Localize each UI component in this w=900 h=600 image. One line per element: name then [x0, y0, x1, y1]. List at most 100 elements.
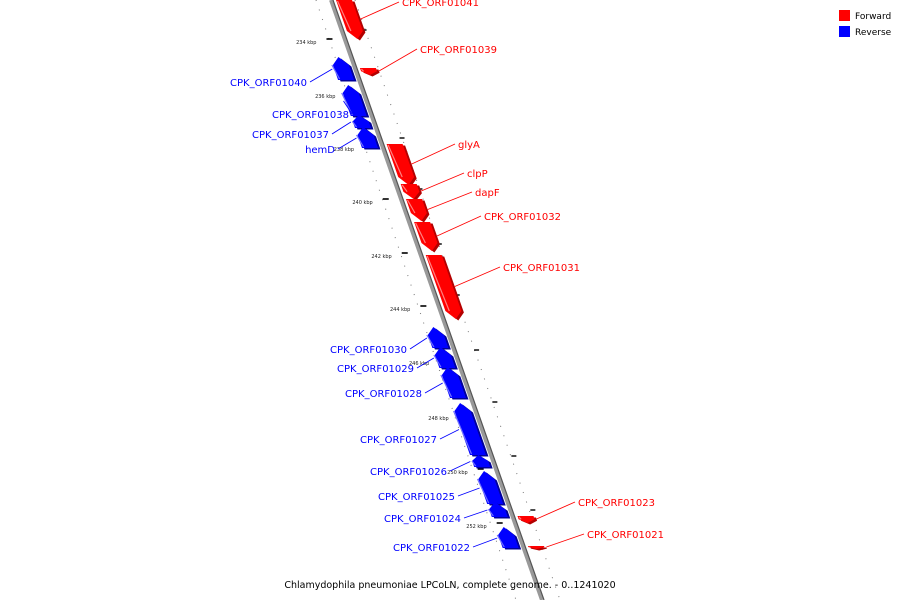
- leader-line: [416, 357, 435, 369]
- gene-label-cpk-orf01023[interactable]: CPK_ORF01023: [578, 498, 655, 509]
- leader-line: [454, 266, 501, 287]
- genome-caption: Chlamydophila pneumoniae LPCoLN, complet…: [284, 580, 615, 591]
- leader-line: [421, 172, 465, 192]
- leader-line: [343, 100, 353, 115]
- gene-label-clpp[interactable]: clpP: [467, 169, 488, 180]
- gene-arrow-cpk-orf01031[interactable]: [425, 255, 462, 319]
- gene-label-cpk-orf01041[interactable]: CPK_ORF01041: [402, 0, 479, 9]
- gene-label-cpk-orf01039[interactable]: CPK_ORF01039: [420, 45, 497, 56]
- gene-arrow-cpk-orf01030[interactable]: [427, 327, 449, 348]
- tick-label: 242 kbp: [371, 254, 391, 260]
- leader-line: [449, 461, 471, 472]
- gene-label-glya[interactable]: glyA: [458, 140, 480, 151]
- leader-line: [424, 382, 443, 394]
- gene-arrow-clpp[interactable]: [400, 184, 420, 199]
- leader-line: [378, 48, 418, 72]
- gene-label-cpk-orf01027[interactable]: CPK_ORF01027: [360, 435, 437, 446]
- legend-label-reverse: Reverse: [855, 28, 892, 38]
- gene-arrow-cpk-orf01040[interactable]: [332, 57, 355, 80]
- leader-line: [439, 429, 460, 440]
- gene-arrow-highlight: [387, 144, 403, 178]
- leader-line: [331, 121, 352, 135]
- gene-arrow-highlight: [406, 199, 416, 214]
- gene-arrow-dapf[interactable]: [406, 199, 427, 221]
- gene-arrow-highlight: [433, 354, 442, 368]
- gene-label-cpk-orf01022[interactable]: CPK_ORF01022: [393, 543, 470, 554]
- gene-label-cpk-orf01025[interactable]: CPK_ORF01025: [378, 492, 455, 503]
- gene-label-cpk-orf01032[interactable]: CPK_ORF01032: [484, 212, 561, 223]
- gene-arrow-cpk-orf01022[interactable]: [498, 527, 519, 548]
- gene-arrow-highlight: [440, 374, 453, 398]
- tick-label: 238 kbp: [334, 147, 354, 153]
- gene-label-cpk-orf01040[interactable]: CPK_ORF01040: [230, 78, 307, 89]
- gene-arrow-highlight: [487, 508, 494, 517]
- tick-label: 236 kbp: [315, 94, 335, 100]
- tick-label: 248 kbp: [428, 416, 448, 422]
- gene-label-cpk-orf01037[interactable]: CPK_ORF01037: [252, 130, 329, 141]
- gene-arrow-cpk-orf01032[interactable]: [414, 222, 438, 251]
- leader-line: [536, 501, 576, 520]
- legend-swatch-forward: [839, 10, 850, 21]
- gene-arrow-highlight: [426, 334, 435, 348]
- gene-arrow-highlight: [351, 121, 357, 128]
- leader-line: [546, 533, 585, 548]
- gene-arrow-cpk-orf01027[interactable]: [454, 403, 487, 455]
- gene-arrow-highlight: [496, 534, 505, 548]
- leader-line: [427, 191, 473, 210]
- gene-arrow-highlight: [331, 64, 341, 80]
- gene-arrow-cpk-orf01029[interactable]: [434, 347, 456, 368]
- gene-label-cpk-orf01038[interactable]: CPK_ORF01038: [272, 110, 349, 121]
- gene-label-cpk-orf01021[interactable]: CPK_ORF01021: [587, 530, 664, 541]
- leader-line: [463, 509, 488, 519]
- leader-line: [436, 215, 482, 237]
- legend: Forward Reverse: [839, 10, 892, 38]
- gene-arrow-cpk-orf01023[interactable]: [517, 516, 535, 523]
- genome-backbone-shadow: [332, 0, 545, 600]
- gene-label-cpk-orf01024[interactable]: CPK_ORF01024: [384, 514, 461, 525]
- leader-line: [409, 337, 428, 350]
- gene-arrow-highlight: [518, 516, 522, 520]
- tick-label: 252 kbp: [466, 524, 486, 530]
- gene-arrow-cpk-orf01039[interactable]: [359, 68, 378, 75]
- gene-arrow-glya[interactable]: [386, 144, 415, 185]
- gene-arrow-highlight: [360, 68, 364, 72]
- gene-label-cpk-orf01028[interactable]: CPK_ORF01028: [345, 389, 422, 400]
- gene-arrow-highlight: [415, 222, 426, 244]
- tick-label: 234 kbp: [296, 40, 316, 46]
- gene-arrow-highlight: [476, 478, 490, 504]
- tick-label: 240 kbp: [352, 200, 372, 206]
- leader-line: [309, 68, 333, 83]
- gene-arrow-highlight: [426, 255, 450, 312]
- gene-arrow-cpk-orf01025[interactable]: [478, 471, 504, 504]
- gene-arrow-hemd[interactable]: [357, 127, 379, 148]
- gene-arrow-cpk-orf01021[interactable]: [528, 546, 545, 549]
- gene-arrow-highlight: [401, 184, 408, 193]
- gene-arrow-cpk-orf01026[interactable]: [472, 455, 491, 467]
- legend-label-forward: Forward: [855, 12, 891, 22]
- gene-arrow-highlight: [453, 410, 473, 455]
- gene-label-cpk-orf01029[interactable]: CPK_ORF01029: [337, 364, 414, 375]
- gene-label-dapf[interactable]: dapF: [475, 188, 500, 199]
- tick-label: 250 kbp: [447, 470, 467, 476]
- leader-line: [411, 143, 456, 165]
- gene-arrow-highlight: [355, 134, 365, 148]
- tick-label: 246 kbp: [409, 361, 429, 367]
- legend-swatch-reverse: [839, 26, 850, 37]
- tick-label: 244 kbp: [390, 307, 410, 313]
- gene-label-cpk-orf01030[interactable]: CPK_ORF01030: [330, 345, 407, 356]
- leader-line: [457, 487, 480, 497]
- gene-label-hemd[interactable]: hemD: [305, 145, 335, 156]
- gene-label-cpk-orf01026[interactable]: CPK_ORF01026: [370, 467, 447, 478]
- gene-arrow-highlight: [471, 460, 477, 467]
- genome-backbone: [329, 0, 544, 600]
- gene-arrow-cpk-orf01041[interactable]: [336, 0, 363, 39]
- gene-arrow-cpk-orf01024[interactable]: [489, 502, 508, 517]
- leader-line: [337, 137, 357, 150]
- gene-arrow-cpk-orf01037[interactable]: [352, 115, 371, 128]
- leader-line: [472, 537, 498, 548]
- gene-arrow-highlight: [336, 0, 352, 32]
- leader-line: [360, 1, 400, 20]
- gene-label-cpk-orf01031[interactable]: CPK_ORF01031: [503, 263, 580, 274]
